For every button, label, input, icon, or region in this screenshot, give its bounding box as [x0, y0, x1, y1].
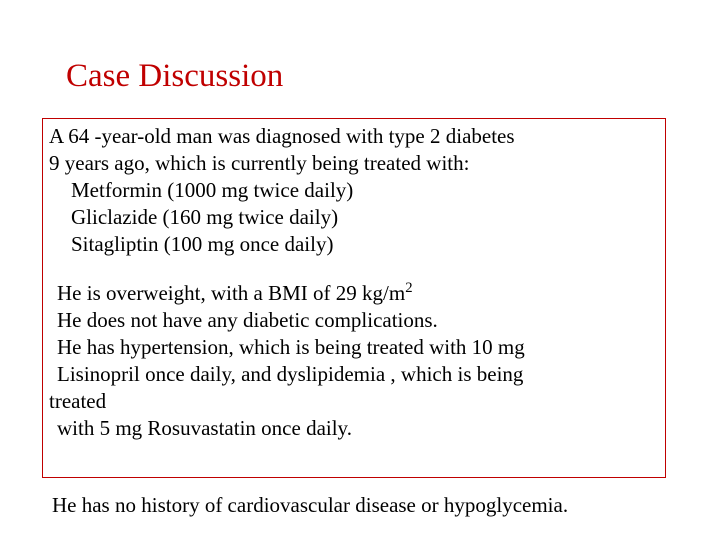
intro-line-2: 9 years ago, which is currently being tr… [49, 150, 659, 177]
htn-line-4: with 5 mg Rosuvastatin once daily. [49, 415, 659, 442]
htn-line-3: treated [49, 388, 659, 415]
intro-line-1: A 64 -year-old man was diagnosed with ty… [49, 123, 659, 150]
htn-line-1: He has hypertension, which is being trea… [49, 334, 659, 361]
htn-line-4-drug: Rosuvastatin [147, 416, 256, 440]
htn-line-2-prefix: Lisinopril once daily, and [57, 362, 277, 386]
htn-line-2-mid: dyslipidemia [277, 362, 386, 386]
bmi-sup: 2 [405, 280, 412, 296]
footer-line: He has no history of cardiovascular dise… [52, 492, 568, 519]
medication-item: Metformin (1000 mg twice daily) [49, 177, 659, 204]
case-content-box: A 64 -year-old man was diagnosed with ty… [42, 118, 666, 478]
medication-item: Gliclazide (160 mg twice daily) [49, 204, 659, 231]
htn-line-2-suffix: , which is being [385, 362, 523, 386]
bmi-line: He is overweight, with a BMI of 29 kg/m2 [49, 279, 659, 307]
htn-line-2: Lisinopril once daily, and dyslipidemia … [49, 361, 659, 388]
bmi-text: He is overweight, with a BMI of 29 kg/m [57, 281, 405, 305]
medication-item: Sitagliptin (100 mg once daily) [49, 231, 659, 258]
complications-line: He does not have any diabetic complicati… [49, 307, 659, 334]
spacer [49, 257, 659, 279]
slide-title: Case Discussion [66, 58, 283, 95]
htn-line-4-suffix: once daily. [256, 416, 352, 440]
slide: Case Discussion A 64 -year-old man was d… [0, 0, 720, 540]
htn-line-4-prefix: with 5 mg [57, 416, 147, 440]
